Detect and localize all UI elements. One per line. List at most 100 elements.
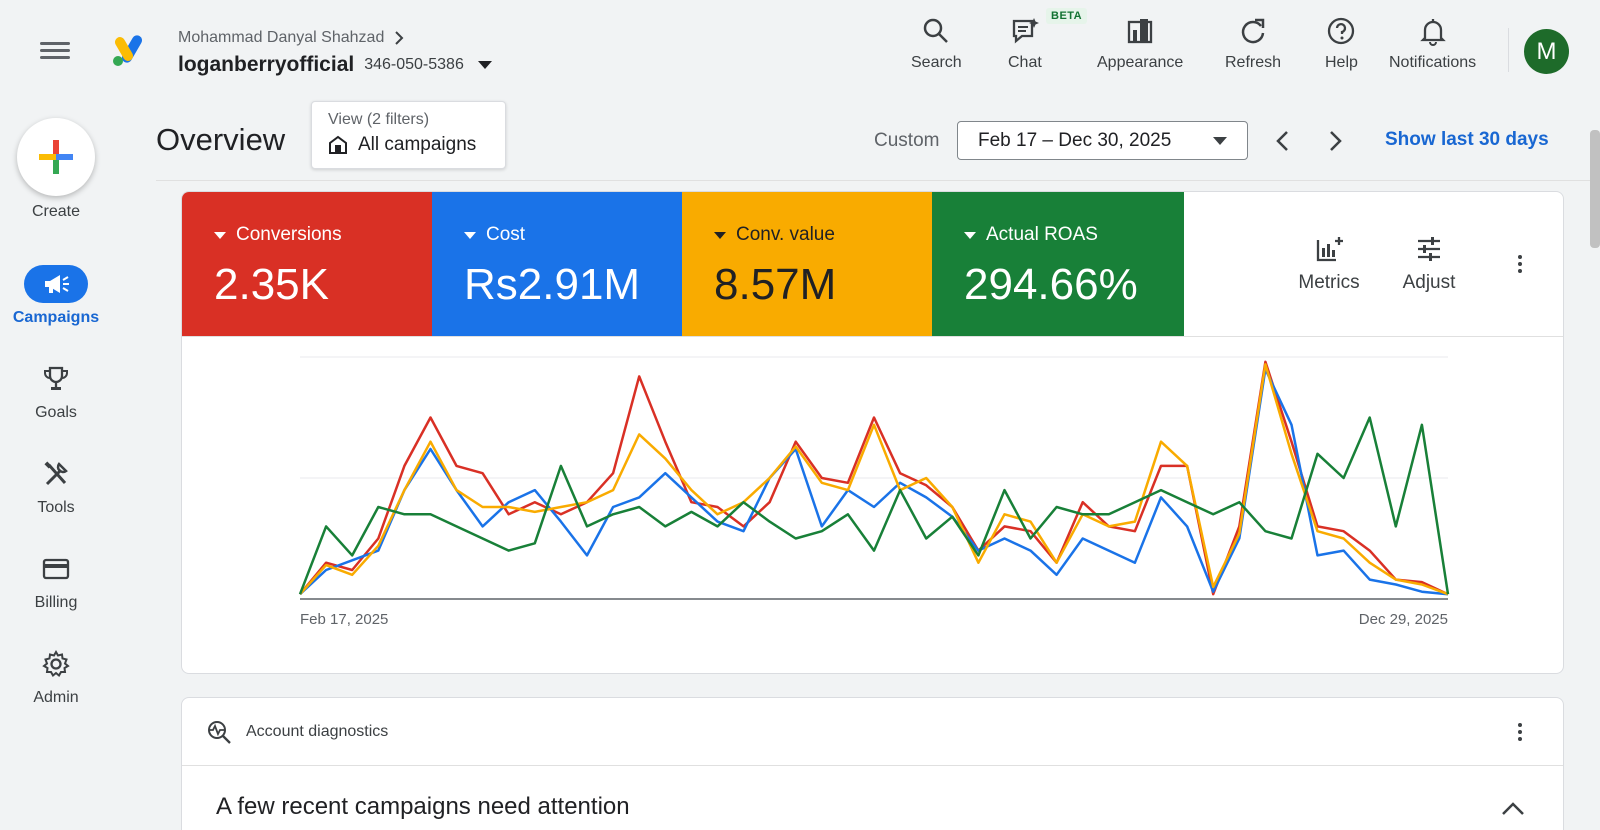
metrics-button[interactable]: Metrics (1279, 234, 1379, 294)
metric-value: Rs2.91M (464, 260, 641, 309)
notifications-label: Notifications (1389, 54, 1477, 71)
chat-button[interactable]: Chat (1008, 16, 1042, 72)
account-breadcrumb[interactable]: Mohammad Danyal Shahzad (178, 29, 404, 47)
account-path-label: Mohammad Danyal Shahzad (178, 29, 385, 46)
help-label: Help (1325, 54, 1358, 71)
card-icon (24, 550, 88, 588)
menu-icon[interactable] (38, 38, 72, 66)
sidebar-item-label: Goals (35, 404, 77, 421)
create-label: Create (31, 203, 81, 220)
date-mode-label: Custom (874, 130, 940, 151)
show-last-30-days-link[interactable]: Show last 30 days (1385, 129, 1549, 150)
more-options-icon[interactable] (1508, 252, 1532, 276)
diagnostics-title: A few recent campaigns need attention (216, 793, 630, 820)
avatar[interactable]: M (1524, 29, 1569, 74)
caret-down-icon (1213, 136, 1227, 145)
building-icon (329, 135, 347, 154)
metrics-icon (1316, 237, 1343, 262)
dropdown-triangle-icon (214, 231, 226, 239)
page-scrollbar[interactable] (1590, 130, 1600, 248)
diagnostics-header[interactable]: Account diagnostics (182, 698, 1563, 766)
refresh-button[interactable]: Refresh (1225, 16, 1281, 72)
sidebar-item-label: Billing (34, 594, 78, 611)
adjust-button[interactable]: Adjust (1379, 234, 1479, 294)
search-icon (924, 18, 949, 43)
metric-name: Conversions (236, 224, 342, 245)
x-axis-start-label: Feb 17, 2025 (300, 611, 388, 628)
search-button[interactable]: Search (911, 16, 962, 72)
beta-badge: BETA (1046, 8, 1088, 24)
megaphone-icon (24, 265, 88, 303)
dropdown-triangle-icon (714, 231, 726, 239)
caret-down-icon (477, 61, 492, 69)
diagnostics-more-options-icon[interactable] (1508, 720, 1532, 744)
gear-icon (24, 645, 88, 683)
sidebar-item-label: Admin (33, 689, 79, 706)
chat-icon (1012, 18, 1039, 44)
chevron-up-icon[interactable] (1500, 796, 1526, 822)
help-button[interactable]: Help (1325, 16, 1358, 72)
date-range-value: Feb 17 – Dec 30, 2025 (978, 129, 1172, 151)
google-ads-logo (113, 35, 142, 66)
diagnostics-header-label: Account diagnostics (246, 722, 389, 740)
previous-period-button[interactable] (1266, 124, 1300, 158)
tools-icon (24, 455, 88, 493)
filter-view-label: View (2 filters) (328, 111, 430, 128)
next-period-button[interactable] (1318, 124, 1352, 158)
header-divider (1508, 28, 1509, 72)
top-bar: Mohammad Danyal Shahzad loganberryoffici… (0, 0, 1600, 100)
account-id: 346-050-5386 (364, 56, 464, 73)
sidebar-item-tools[interactable]: Tools (0, 455, 112, 517)
performance-chart: Feb 17, 2025 Dec 29, 2025 (298, 356, 1450, 628)
search-label: Search (911, 54, 962, 71)
diagnostics-icon (208, 720, 231, 744)
series-line-3 (298, 416, 1450, 595)
metric-tile-conversions[interactable]: Conversions 2.35K (182, 192, 432, 336)
adjust-label: Adjust (1402, 272, 1456, 293)
refresh-icon (1241, 18, 1265, 44)
metric-name: Conv. value (736, 224, 835, 245)
metric-tile-cost[interactable]: Cost Rs2.91M (432, 192, 682, 336)
filter-value: All campaigns (358, 134, 477, 155)
metric-tile-actual-roas[interactable]: Actual ROAS 294.66% (932, 192, 1184, 336)
date-range-selector[interactable]: Feb 17 – Dec 30, 2025 (957, 121, 1248, 160)
refresh-label: Refresh (1225, 54, 1282, 71)
chevron-right-icon (1330, 131, 1342, 151)
metric-value: 8.57M (714, 260, 837, 309)
create-button[interactable] (17, 118, 95, 196)
card-divider (182, 336, 1563, 337)
trophy-icon (24, 360, 88, 398)
header-divider (156, 180, 1600, 181)
chevron-right-icon (395, 31, 404, 45)
sidebar-item-goals[interactable]: Goals (0, 360, 112, 422)
dropdown-triangle-icon (964, 231, 976, 239)
metric-value: 2.35K (214, 260, 329, 309)
chart-actions: Metrics Adjust (1279, 192, 1479, 336)
appearance-label: Appearance (1097, 54, 1184, 71)
metric-tile-conv-value[interactable]: Conv. value 8.57M (682, 192, 932, 336)
notifications-button[interactable]: Notifications (1389, 16, 1476, 72)
account-selector[interactable]: loganberryofficial 346-050-5386 (178, 53, 492, 77)
metric-name: Cost (486, 224, 526, 245)
series-line-2 (299, 363, 1449, 596)
page-title: Overview (156, 122, 286, 157)
performance-card: Conversions 2.35K Cost Rs2.91M Conv. val… (181, 191, 1564, 674)
metrics-label: Metrics (1298, 272, 1360, 293)
appearance-button[interactable]: Appearance (1097, 16, 1183, 72)
sidebar-item-billing[interactable]: Billing (0, 550, 112, 612)
help-icon (1328, 17, 1355, 45)
appearance-icon (1127, 19, 1153, 44)
metric-name: Actual ROAS (986, 224, 1098, 245)
chat-label: Chat (1008, 54, 1042, 71)
sidebar-item-label: Tools (37, 499, 75, 516)
sidebar-item-admin[interactable]: Admin (0, 645, 112, 707)
campaign-filter-selector[interactable]: View (2 filters) All campaigns (311, 101, 506, 169)
sidebar-item-campaigns[interactable]: Campaigns (0, 265, 112, 327)
account-name: loganberryofficial (178, 53, 355, 76)
x-axis-end-label: Dec 29, 2025 (1359, 611, 1448, 628)
series-layer (298, 360, 1450, 596)
dropdown-triangle-icon (464, 231, 476, 239)
plus-icon (39, 140, 73, 174)
metric-value: 294.66% (964, 260, 1138, 309)
bell-icon (1419, 19, 1446, 46)
